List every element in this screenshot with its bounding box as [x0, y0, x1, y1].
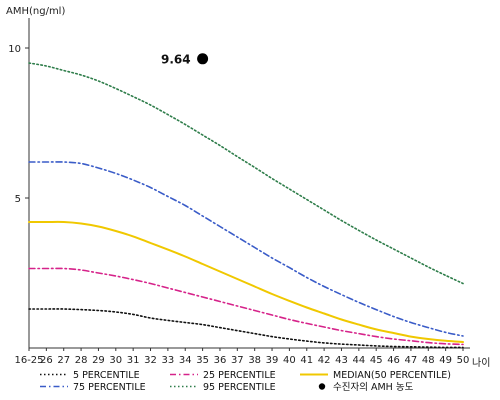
- x-tick-label: 45: [370, 355, 383, 366]
- y-tick-label: 10: [8, 44, 21, 55]
- legend-entry: MEDIAN(50 PERCENTILE): [333, 370, 451, 381]
- x-tick-label: 32: [144, 355, 157, 366]
- x-tick-label: 28: [75, 355, 88, 366]
- x-tick-label: 50: [457, 355, 470, 366]
- x-tick-label: 30: [109, 355, 122, 366]
- series-line-25-percentile: [28, 267, 464, 346]
- x-tick-label: 40: [283, 355, 296, 366]
- x-tick-label: 27: [57, 355, 70, 366]
- series-lines: [28, 62, 464, 349]
- x-tick-label: 49: [439, 355, 452, 366]
- legend-entry: 95 PERCENTILE: [203, 382, 276, 393]
- x-tick-label: 38: [248, 355, 261, 366]
- series-line-95-percentile: [28, 62, 464, 285]
- x-tick-label: 37: [231, 355, 244, 366]
- y-tick-label: 5: [15, 194, 21, 205]
- legend-entry: 75 PERCENTILE: [73, 382, 146, 393]
- patient-marker: 9.64: [161, 52, 209, 66]
- x-tick-label: 42: [318, 355, 331, 366]
- y-ticks: 5 10: [8, 44, 29, 205]
- legend-marker-swatch: [318, 383, 326, 390]
- x-tick-label: 47: [405, 355, 418, 366]
- x-tick-label: 39: [266, 355, 279, 366]
- legend: 5 PERCENTILE 25 PERCENTILE MEDIAN(50 PERCE…: [40, 370, 451, 393]
- series-line-75-percentile: [28, 161, 464, 337]
- x-tick-label: 41: [300, 355, 313, 366]
- legend-entry: 5 PERCENTILE: [73, 370, 140, 381]
- series-line-5-percentile: [28, 308, 464, 349]
- x-axis-label: 나이: [472, 357, 490, 369]
- patient-amh-point: [197, 53, 209, 65]
- x-tick-label: 29: [92, 355, 105, 366]
- x-tick-label: 46: [387, 355, 400, 366]
- x-tick-label: 35: [196, 355, 209, 366]
- legend-entry: 수진자의 AMH 농도: [333, 382, 414, 393]
- x-tick-label: 16-25: [14, 355, 43, 366]
- x-tick-label: 34: [179, 355, 192, 366]
- patient-amh-value: 9.64: [161, 52, 191, 66]
- x-tick-label: 26: [40, 355, 53, 366]
- x-tick-label: 44: [352, 355, 365, 366]
- x-tick-label: 36: [214, 355, 227, 366]
- x-tick-label: 31: [127, 355, 140, 366]
- legend-entry: 25 PERCENTILE: [203, 370, 276, 381]
- y-axis-label: AMH(ng/ml): [6, 6, 65, 17]
- x-tick-label: 43: [335, 355, 348, 366]
- x-tick-label: 33: [162, 355, 175, 366]
- x-tick-label: 48: [422, 355, 435, 366]
- series-line-median-50-percentile: [28, 220, 464, 343]
